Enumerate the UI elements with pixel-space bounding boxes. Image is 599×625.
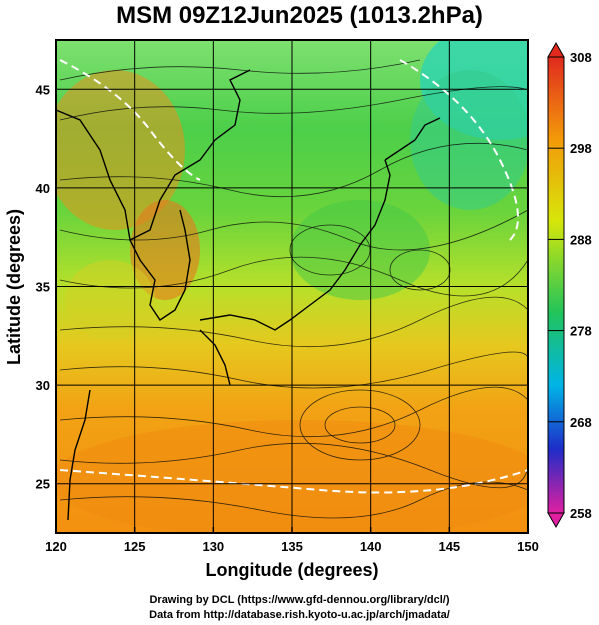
x-tick-label: 150 <box>517 539 539 554</box>
y-tick-label: 25 <box>36 477 50 492</box>
credit-line-2: Data from http://database.rish.kyoto-u.a… <box>149 609 450 621</box>
y-tick-label: 40 <box>36 181 50 196</box>
y-tick-label: 35 <box>36 280 50 295</box>
colorbar-tick-label: 258 <box>570 506 592 521</box>
x-axis-title: Longitude (degrees) <box>205 560 378 580</box>
colorbar-ticks: 308 298 288 278 268 258 <box>548 50 592 521</box>
x-tick-label: 130 <box>202 539 224 554</box>
credit-line-1: Drawing by DCL (https://www.gfd-dennou.o… <box>149 594 450 606</box>
chart-title: MSM 09Z12Jun2025 (1013.2hPa) <box>116 2 483 29</box>
x-tick-label: 120 <box>45 539 67 554</box>
x-tick-label: 145 <box>438 539 460 554</box>
graticule <box>56 40 528 533</box>
y-axis-ticks: 25 30 35 40 45 <box>36 82 50 491</box>
y-tick-label: 45 <box>36 82 50 97</box>
y-axis-title: Latitude (degrees) <box>4 209 24 365</box>
contour-lines <box>59 59 528 494</box>
colorbar-bottom-arrow <box>547 512 565 529</box>
colorbar-scale <box>547 56 565 514</box>
x-tick-label: 135 <box>281 539 303 554</box>
colorbar-tick-label: 298 <box>570 141 592 156</box>
temperature-field <box>56 40 528 533</box>
y-tick-label: 30 <box>36 378 50 393</box>
coastlines <box>56 69 441 521</box>
x-axis-ticks: 120 125 130 135 140 145 150 <box>45 527 539 554</box>
colorbar-tick-label: 288 <box>570 232 592 247</box>
streamlines <box>59 59 528 519</box>
colorbar: 308 298 288 278 268 258 <box>547 41 592 529</box>
colorbar-tick-label: 278 <box>570 324 592 339</box>
x-tick-label: 125 <box>124 539 146 554</box>
colorbar-tick-label: 308 <box>570 50 592 65</box>
x-tick-label: 140 <box>360 539 382 554</box>
colorbar-tick-label: 268 <box>570 415 592 430</box>
colorbar-top-arrow <box>547 41 565 58</box>
